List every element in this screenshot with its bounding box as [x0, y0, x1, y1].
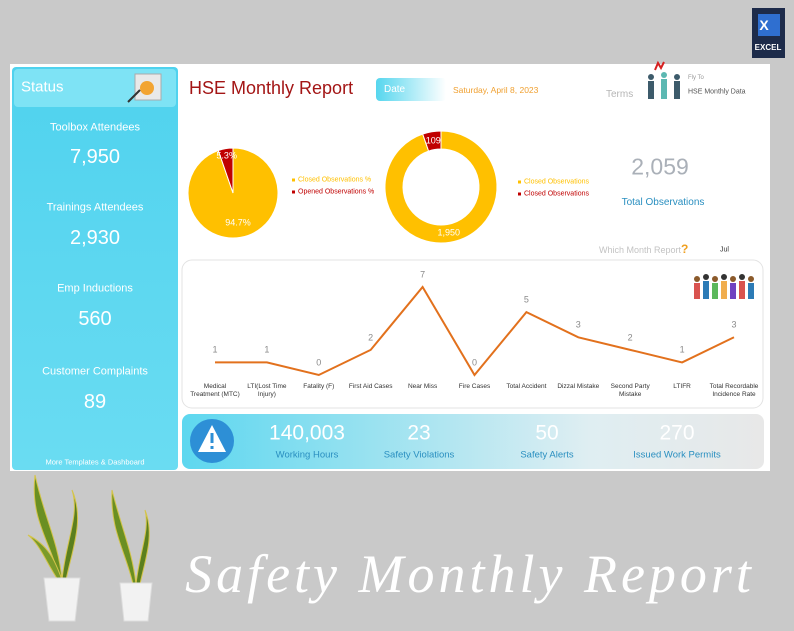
legend-swatch: [292, 178, 295, 182]
x-tick-label: Total Recordable Incidence Rate: [709, 383, 759, 399]
kpi-label: Safety Violations: [383, 449, 455, 461]
data-label: 3: [731, 319, 737, 330]
total-value: 2,059: [631, 153, 689, 180]
legend-swatch: [518, 192, 521, 196]
sidebar-label: Toolbox Attendees: [50, 121, 140, 134]
data-label: 3: [575, 319, 581, 330]
legend-item: Closed Observations %: [292, 177, 371, 184]
legend-swatch: [292, 190, 295, 194]
report-icon: [127, 73, 162, 103]
sidebar-label: Trainings Attendees: [46, 201, 144, 214]
date-pill: [376, 78, 446, 101]
sidebar-value: 89: [83, 391, 107, 413]
date: Saturday, April 8, 2023: [453, 84, 539, 95]
kpi-value: 50: [535, 421, 559, 445]
legend-label: Opened Observations %: [298, 188, 375, 196]
crowd-icon: [694, 274, 754, 299]
data-label: 2: [627, 332, 633, 343]
icon-letter: X: [759, 17, 769, 33]
x-tick-label: Second Party Mistake: [610, 383, 650, 399]
kpi-value: 140,003: [269, 421, 345, 445]
fly-to: Fly To: [688, 75, 704, 81]
sidebar-value: 560: [78, 308, 112, 330]
legend-swatch: [518, 180, 521, 184]
legend-item: Closed Observations: [518, 179, 589, 186]
month-question-text: Which Month Report: [599, 245, 682, 255]
legend-item: Closed Observations: [518, 191, 589, 198]
report-title: HSE Monthly Report: [189, 78, 354, 98]
line: [215, 285, 735, 377]
x-tick-label: Fatality (F): [303, 383, 335, 390]
month-value: Jul: [720, 246, 729, 254]
data-label: 2: [368, 332, 374, 343]
date-label: Date: [384, 84, 406, 95]
kpi-label: Safety Alerts: [520, 449, 574, 461]
x-tick-label: Medical Treatment (MTC): [190, 383, 240, 399]
excel-icon: [752, 8, 785, 58]
data-label: 5.3%: [216, 150, 237, 161]
x-tick-label: LTI(Lost Time Injury): [247, 383, 287, 399]
donut-segment: [384, 130, 498, 244]
legend-label: Closed Observations %: [298, 176, 372, 184]
x-tick-label: LTIFR: [673, 383, 691, 390]
legend-item: Opened Observations %: [292, 189, 374, 196]
x-tick-label: Fire Cases: [458, 383, 491, 390]
x-tick-label: Total Accident: [506, 383, 547, 390]
kpi-value: 23: [407, 421, 431, 445]
sidebar-value: 7,950: [69, 146, 121, 168]
data-label: HSE Monthly Data: [688, 88, 746, 96]
sidebar-title: Status: [21, 78, 64, 96]
total-label: Total Observations: [621, 197, 705, 208]
sidebar-label: Emp Inductions: [57, 282, 133, 295]
sidebar-label: Customer Complaints: [42, 365, 148, 378]
x-tick-label: Dizzal Mistake: [557, 383, 600, 390]
kpi-label: Issued Work Permits: [633, 449, 721, 461]
data-label: 1,950: [437, 227, 461, 238]
data-label: 1: [264, 344, 270, 355]
x-tick-label: Near Miss: [407, 383, 438, 390]
terms: Terms: [606, 89, 634, 100]
plants: [27, 474, 153, 622]
legend-label: Closed Observations: [524, 178, 589, 186]
kpi-label: Working Hours: [275, 449, 339, 461]
data-label: 109: [425, 135, 441, 146]
x-tick-label: First Aid Cases: [348, 383, 393, 390]
data-label: 0: [471, 357, 478, 368]
kpi-value: 270: [659, 421, 695, 445]
data-label: 7: [420, 269, 426, 280]
people-icon: [648, 60, 680, 99]
data-label: 0: [316, 357, 322, 368]
data-label: 1: [212, 344, 218, 355]
month-question: Which Month Report?: [599, 243, 688, 255]
data-label: 94.7%: [225, 217, 251, 228]
month-question-mark: ?: [681, 242, 689, 256]
data-label: 5: [523, 294, 529, 305]
sidebar: [12, 67, 178, 470]
kpi-bar: [182, 414, 764, 469]
sidebar-footer: More Templates & Dashboard: [45, 457, 145, 467]
alert-icon: [190, 419, 234, 463]
banner: Safety Monthly Report: [185, 544, 755, 604]
pie-slice: [217, 147, 234, 194]
sidebar-value: 2,930: [69, 227, 121, 249]
donut-segment: [422, 130, 442, 152]
data-label: 1: [679, 344, 685, 355]
icon-label: EXCEL: [754, 43, 782, 52]
legend-label: Closed Observations: [524, 190, 589, 198]
